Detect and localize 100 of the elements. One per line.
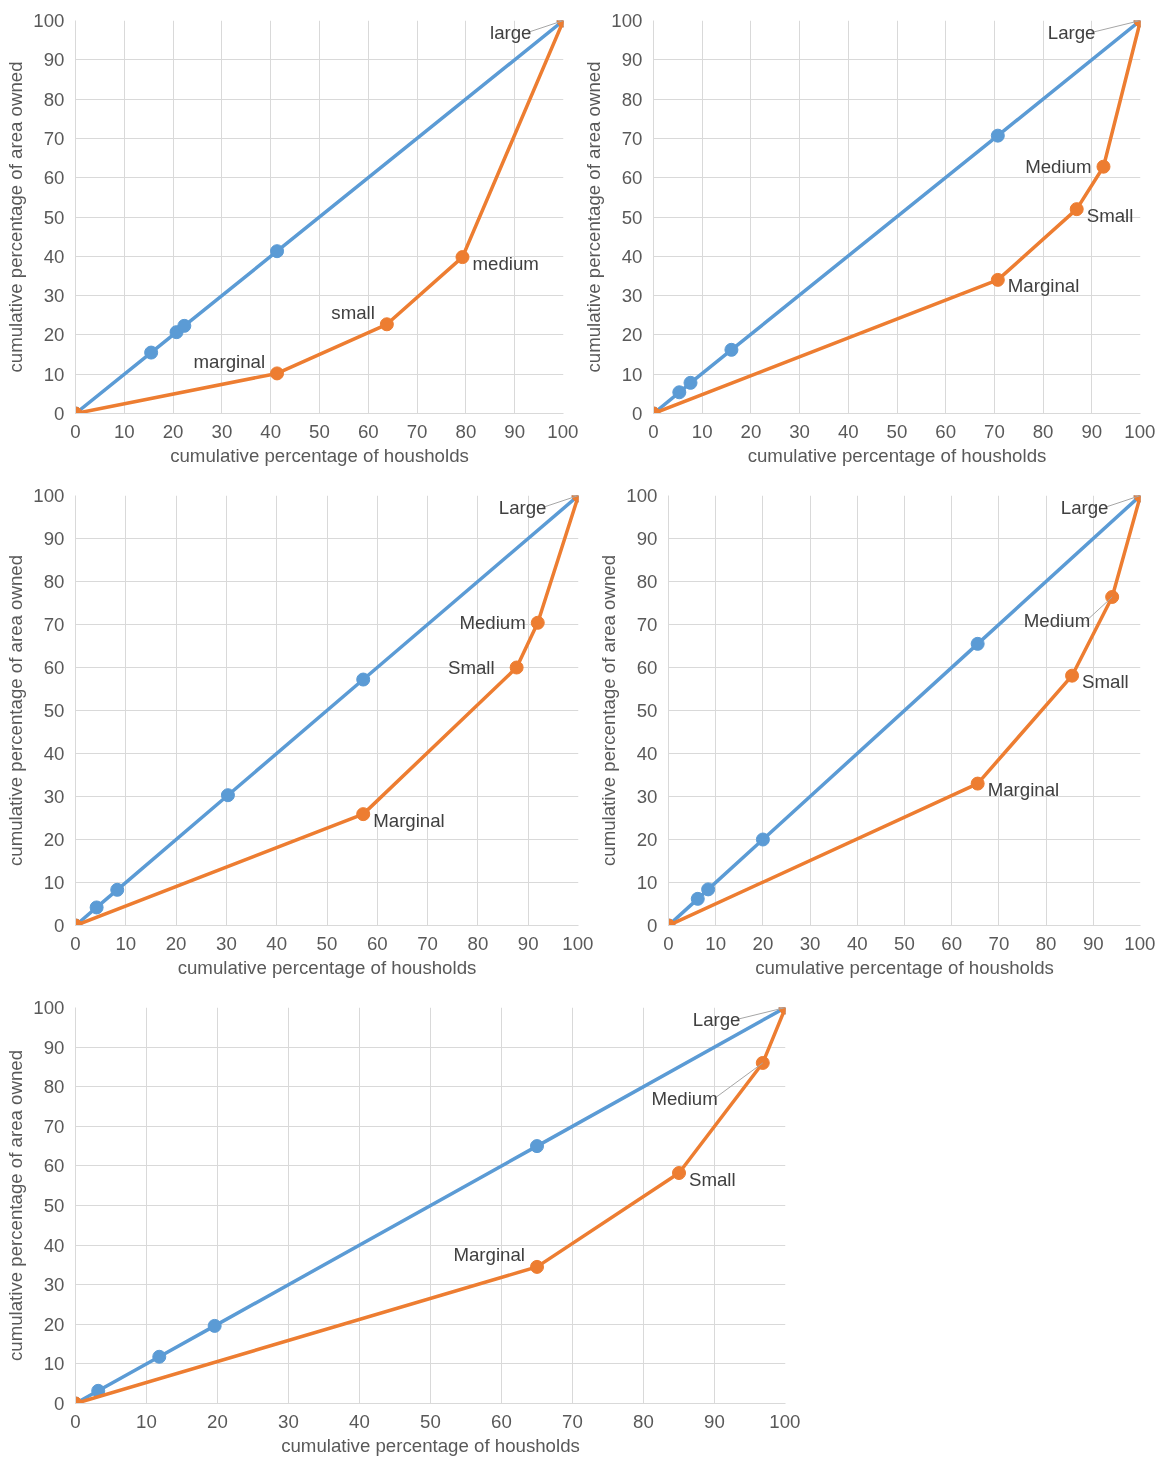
x-tick-label: 70 [988,932,1010,954]
point [270,366,285,381]
x-tick-label: 40 [846,932,868,954]
point [356,807,371,822]
x-tick-label: 50 [420,1410,441,1432]
y-tick-label: 90 [43,1036,65,1058]
annotation: Marginal [1007,275,1080,297]
y-tick-label: 60 [621,167,643,189]
y-tick-label: 0 [54,403,65,424]
y-tick-label: 70 [43,127,65,149]
x-tick-label: 100 [1124,932,1155,954]
x-axis-title: cumulative percentage of housholds [747,444,1047,466]
x-tick-label: 90 [1082,932,1104,954]
point [530,1259,544,1274]
point [701,882,716,897]
point [672,385,687,400]
y-tick-label: 80 [43,1076,65,1098]
point [672,1166,686,1181]
point [970,636,985,651]
y-tick-label: 70 [43,1115,65,1137]
x-tick-label: 0 [663,932,674,954]
y-tick-label: 100 [33,10,65,31]
x-tick-label: 20 [165,932,187,954]
x-tick-label: 50 [886,420,908,442]
point [970,776,985,791]
y-tick-label: 30 [43,285,65,307]
point [1069,202,1084,217]
point [455,250,470,265]
x-tick-label: 100 [769,1410,801,1432]
x-tick-label: 30 [789,420,810,442]
x-tick-label: 0 [70,1410,81,1432]
annotation: Marginal [987,779,1060,801]
y-tick-label: 40 [43,1234,65,1256]
y-tick-label: 50 [43,1195,65,1216]
y-tick-label: 40 [43,245,65,267]
x-tick-label: 40 [266,932,288,954]
y-tick-label: 70 [43,614,65,635]
x-tick-label: 10 [113,420,135,442]
y-axis-title: cumulative percentage of area owned [5,1049,27,1362]
point [690,891,705,906]
annotation: large [490,22,532,43]
x-tick-label: 90 [517,932,539,954]
annotation: medium [472,252,539,274]
x-tick-label: 0 [70,932,81,954]
point [152,1349,167,1364]
point [990,272,1005,287]
x-tick-label: 10 [691,420,713,442]
y-tick-label: 50 [43,206,65,228]
y-tick-label: 50 [621,206,643,228]
annotation: Small [1082,671,1129,693]
y-axis-title: cumulative percentage of area owned [583,61,605,373]
annotation: Small [447,657,495,678]
y-axis-title: cumulative percentage of area owned [598,554,620,867]
point [177,318,192,333]
annotation: Marginal [373,809,445,831]
point [379,317,394,332]
y-axis-title: cumulative percentage of area owned [5,61,27,373]
point [1065,668,1080,683]
x-tick-label: 20 [752,932,774,954]
point [270,244,285,259]
y-tick-label: 0 [54,915,65,936]
x-tick-label: 60 [941,932,963,954]
x-axis-title: cumulative percentage of housholds [170,444,469,466]
y-tick-label: 0 [54,1393,65,1414]
y-tick-label: 100 [611,10,643,31]
x-tick-label: 10 [136,1410,157,1432]
point [509,660,524,675]
y-tick-label: 10 [621,363,643,385]
x-tick-label: 60 [357,420,379,442]
y-tick-label: 70 [636,614,658,635]
annotation: Large [692,1009,741,1030]
y-tick-label: 30 [621,285,643,307]
y-tick-label: 10 [43,872,65,893]
y-tick-label: 60 [43,167,65,189]
x-tick-label: 40 [837,420,859,442]
x-tick-label: 90 [504,420,526,442]
x-tick-label: 50 [894,932,915,954]
annotation: Medium [651,1088,718,1110]
y-tick-label: 90 [621,49,643,71]
y-tick-label: 100 [33,485,65,506]
y-tick-label: 20 [43,324,65,346]
x-tick-label: 80 [455,420,477,442]
y-tick-label: 80 [43,88,65,110]
y-axis-title: cumulative percentage of area owned [5,554,27,867]
x-tick-label: 100 [547,420,579,442]
annotation: small [331,301,375,323]
x-tick-label: 0 [70,420,81,442]
x-tick-label: 80 [1035,932,1057,954]
point [356,672,371,687]
y-tick-label: 60 [43,657,65,678]
y-tick-label: 80 [621,88,643,110]
annotation: marginal [193,350,266,372]
annotation: Small [689,1168,736,1190]
annotation: Large [498,497,547,518]
annotation: Marginal [453,1244,525,1266]
y-tick-label: 0 [632,403,643,424]
y-tick-label: 40 [43,743,65,764]
point [220,788,235,803]
x-tick-label: 20 [740,420,762,442]
y-tick-label: 0 [647,915,658,936]
